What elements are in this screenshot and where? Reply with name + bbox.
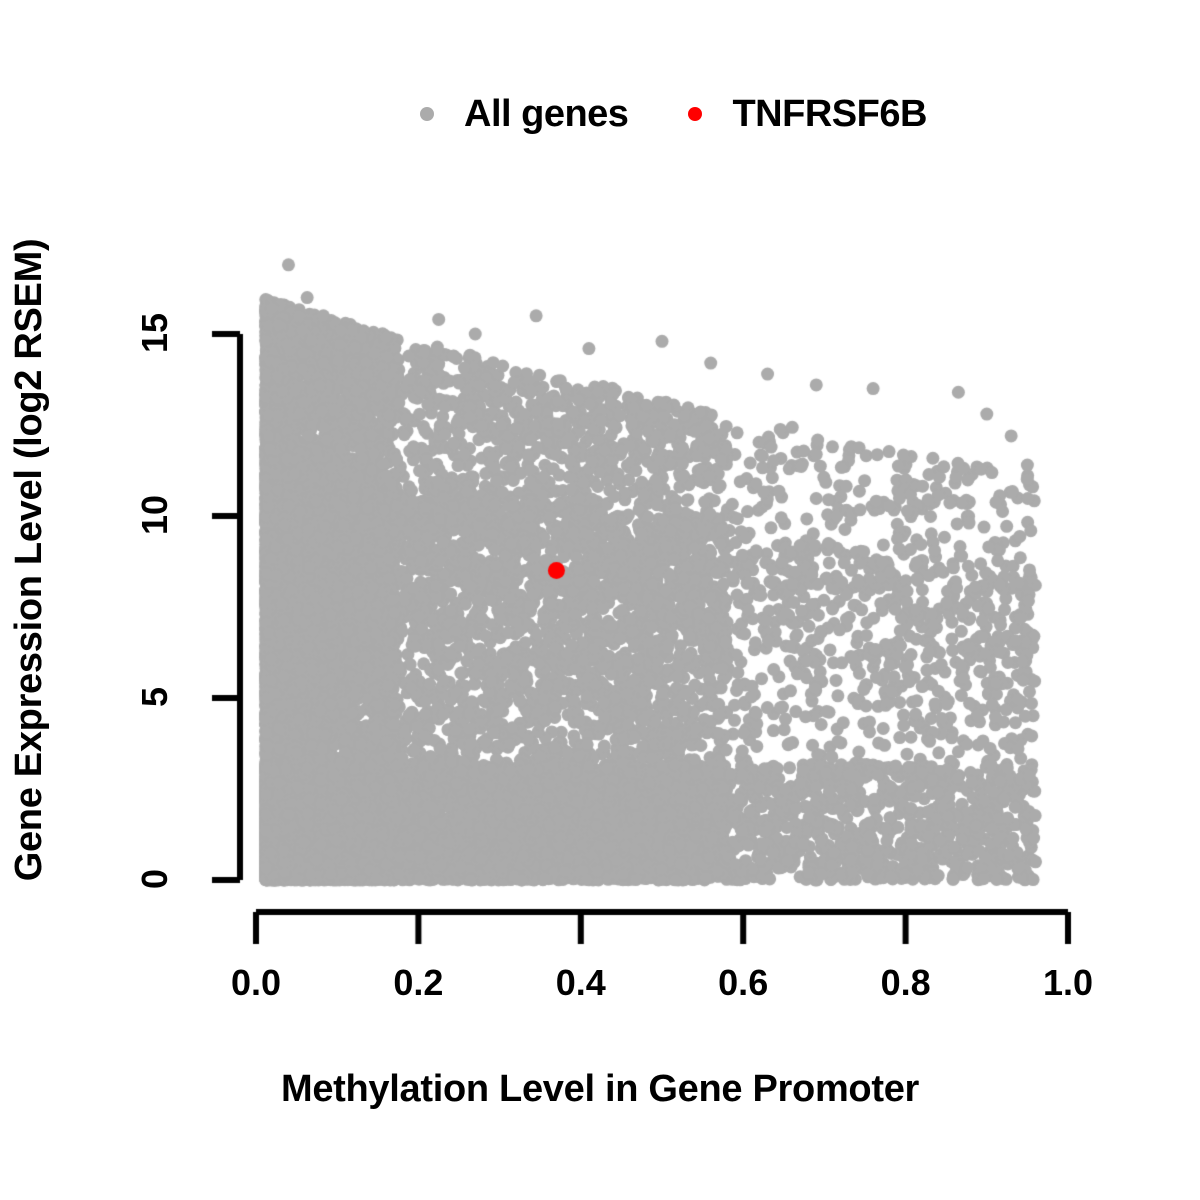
y-tick-label: 0: [134, 868, 175, 890]
x-tick-label: 0.8: [880, 962, 931, 1003]
x-tick-label: 0.6: [718, 962, 769, 1003]
legend: All genes TNFRSF6B: [420, 86, 927, 142]
y-tick-label: 10: [133, 494, 175, 536]
legend-marker-icon-tnfrsf6b: [688, 107, 703, 121]
x-axis-title: Methylation Level in Gene Promoter: [280, 1068, 920, 1110]
legend-marker-icon-all-genes: [420, 107, 434, 121]
legend-label-tnfrsf6b: TNFRSF6B: [732, 92, 927, 135]
y-tick-label: 5: [134, 686, 175, 708]
x-tick-label: 1.0: [1042, 962, 1094, 1003]
legend-entry-tnfrsf6b: TNFRSF6B: [688, 92, 927, 136]
legend-label-all-genes: All genes: [464, 92, 629, 135]
y-tick-label: 15: [133, 312, 175, 354]
x-tick-label: 0.0: [230, 962, 282, 1003]
legend-entry-all-genes: All genes: [420, 92, 629, 136]
x-tick-label: 0.2: [393, 962, 444, 1003]
x-tick-label: 0.4: [555, 962, 606, 1003]
